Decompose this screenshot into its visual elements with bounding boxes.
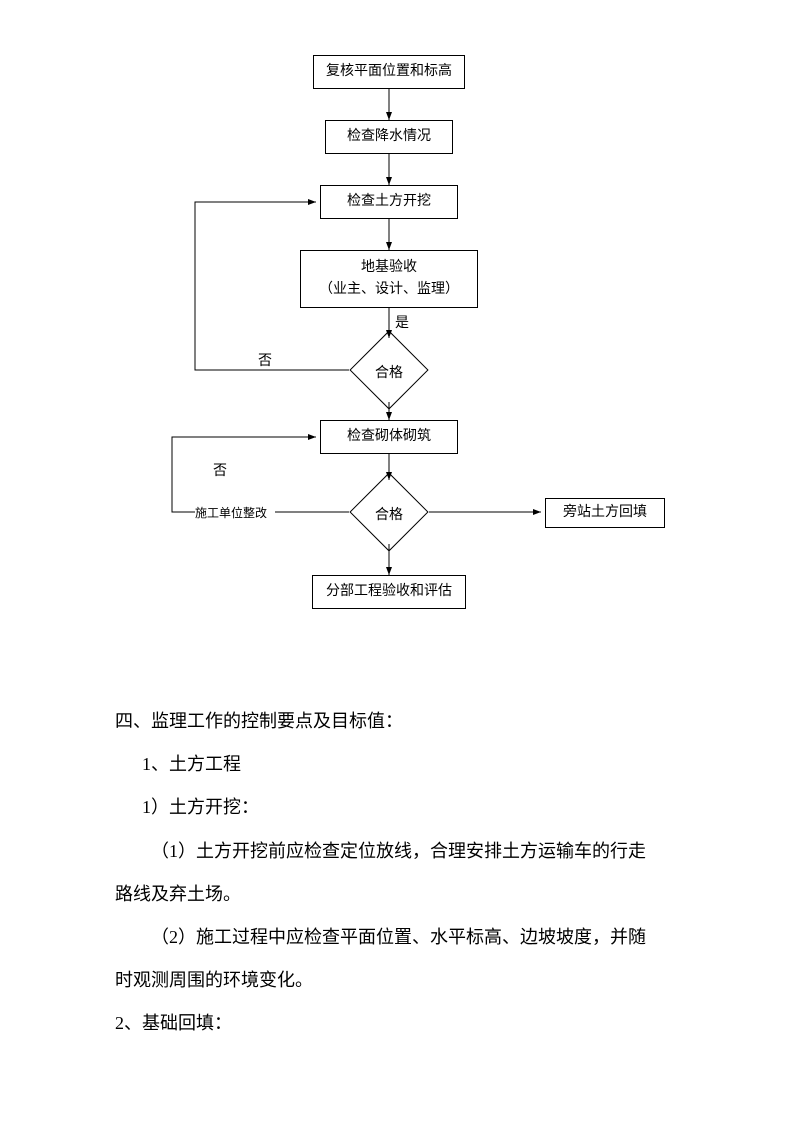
- node-label: 分部工程验收和评估: [326, 581, 452, 603]
- para-4b: 时观测周围的环境变化。: [115, 959, 685, 1002]
- edge-label-no-2: 否: [213, 460, 227, 480]
- decision-qualified-1: [349, 330, 428, 409]
- para-3a: （1）土方开挖前应检查定位放线，合理安排土方运输车的行走: [115, 830, 685, 873]
- para-1: 1、土方工程: [115, 743, 685, 786]
- para-5: 2、基础回填：: [115, 1002, 685, 1045]
- para-2: 1）土方开挖：: [115, 786, 685, 829]
- node-label: 地基验收 （业主、设计、监理）: [319, 257, 459, 302]
- heading-4: 四、监理工作的控制要点及目标值：: [115, 700, 685, 743]
- node-label: 旁站土方回填: [563, 502, 647, 524]
- node-review-position: 复核平面位置和标高: [313, 55, 465, 89]
- node-label: 检查降水情况: [347, 126, 431, 148]
- edge-label-yes: 是: [395, 312, 409, 332]
- decision-qualified-2: [349, 472, 428, 551]
- node-label: 复核平面位置和标高: [326, 61, 452, 83]
- flowchart: 复核平面位置和标高 检查降水情况 检查土方开挖 地基验收 （业主、设计、监理） …: [0, 0, 800, 650]
- node-check-masonry: 检查砌体砌筑: [320, 420, 458, 454]
- node-check-dewatering: 检查降水情况: [325, 120, 453, 154]
- edge-label-no-1: 否: [258, 350, 272, 370]
- node-check-excavation: 检查土方开挖: [320, 185, 458, 219]
- node-backfill-station: 旁站土方回填: [545, 498, 665, 528]
- node-label: 检查砌体砌筑: [347, 426, 431, 448]
- para-4a: （2）施工过程中应检查平面位置、水平标高、边坡坡度，并随: [115, 916, 685, 959]
- node-sub-acceptance: 分部工程验收和评估: [312, 575, 466, 609]
- node-foundation-acceptance: 地基验收 （业主、设计、监理）: [300, 250, 478, 308]
- edge-label-rectify: 施工单位整改: [195, 504, 267, 521]
- node-label: 检查土方开挖: [347, 191, 431, 213]
- body-text: 四、监理工作的控制要点及目标值： 1、土方工程 1）土方开挖： （1）土方开挖前…: [115, 700, 685, 1046]
- para-3b: 路线及弃土场。: [115, 873, 685, 916]
